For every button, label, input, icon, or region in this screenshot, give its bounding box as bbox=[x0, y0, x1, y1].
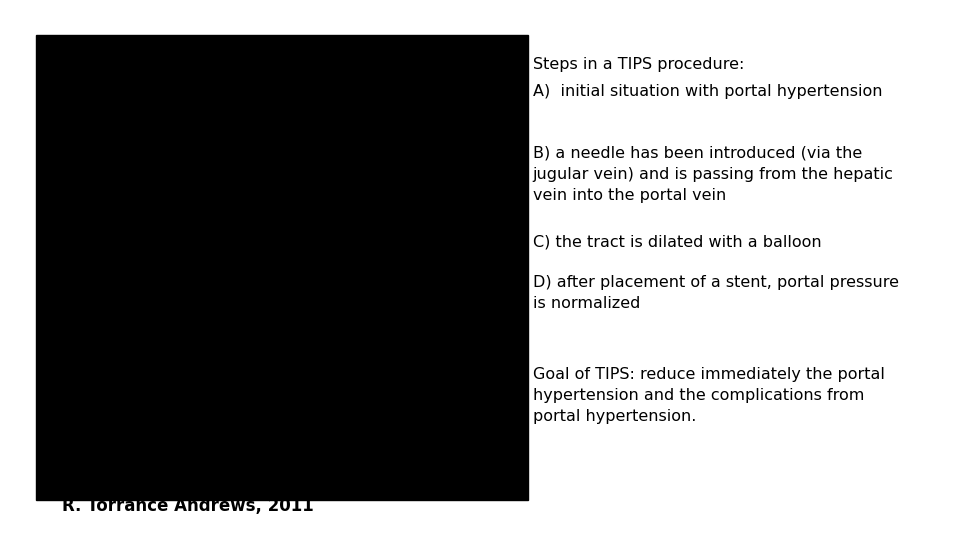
Text: ©RTA '11: ©RTA '11 bbox=[486, 64, 512, 70]
Polygon shape bbox=[76, 297, 254, 358]
Text: Goal of TIPS: reduce immediately the portal
hypertension and the complications f: Goal of TIPS: reduce immediately the por… bbox=[533, 367, 885, 424]
Polygon shape bbox=[321, 297, 499, 358]
Text: ©RTA '11: ©RTA '11 bbox=[241, 283, 267, 288]
Text: D: D bbox=[295, 279, 305, 292]
Ellipse shape bbox=[145, 338, 183, 424]
Polygon shape bbox=[60, 71, 262, 178]
Text: C: C bbox=[50, 279, 59, 292]
Polygon shape bbox=[304, 71, 507, 178]
Polygon shape bbox=[60, 290, 262, 396]
Text: A)  initial situation with portal hypertension: A) initial situation with portal hyperte… bbox=[533, 84, 882, 99]
Text: B) a needle has been introduced (via the
jugular vein) and is passing from the h: B) a needle has been introduced (via the… bbox=[533, 146, 894, 203]
Text: D) after placement of a stent, portal pressure
is normalized: D) after placement of a stent, portal pr… bbox=[533, 275, 899, 312]
Polygon shape bbox=[321, 78, 499, 139]
Text: A: A bbox=[50, 60, 60, 73]
Text: C) the tract is dilated with a balloon: C) the tract is dilated with a balloon bbox=[533, 235, 822, 250]
Text: B: B bbox=[295, 60, 304, 73]
Text: Steps in a TIPS procedure:: Steps in a TIPS procedure: bbox=[533, 57, 744, 72]
Polygon shape bbox=[304, 290, 507, 396]
Text: ©RTA '11: ©RTA '11 bbox=[241, 64, 267, 70]
Polygon shape bbox=[76, 78, 254, 139]
Text: R. Torrance Andrews, 2011: R. Torrance Andrews, 2011 bbox=[62, 497, 314, 515]
Text: ©RTA '11: ©RTA '11 bbox=[486, 283, 512, 288]
